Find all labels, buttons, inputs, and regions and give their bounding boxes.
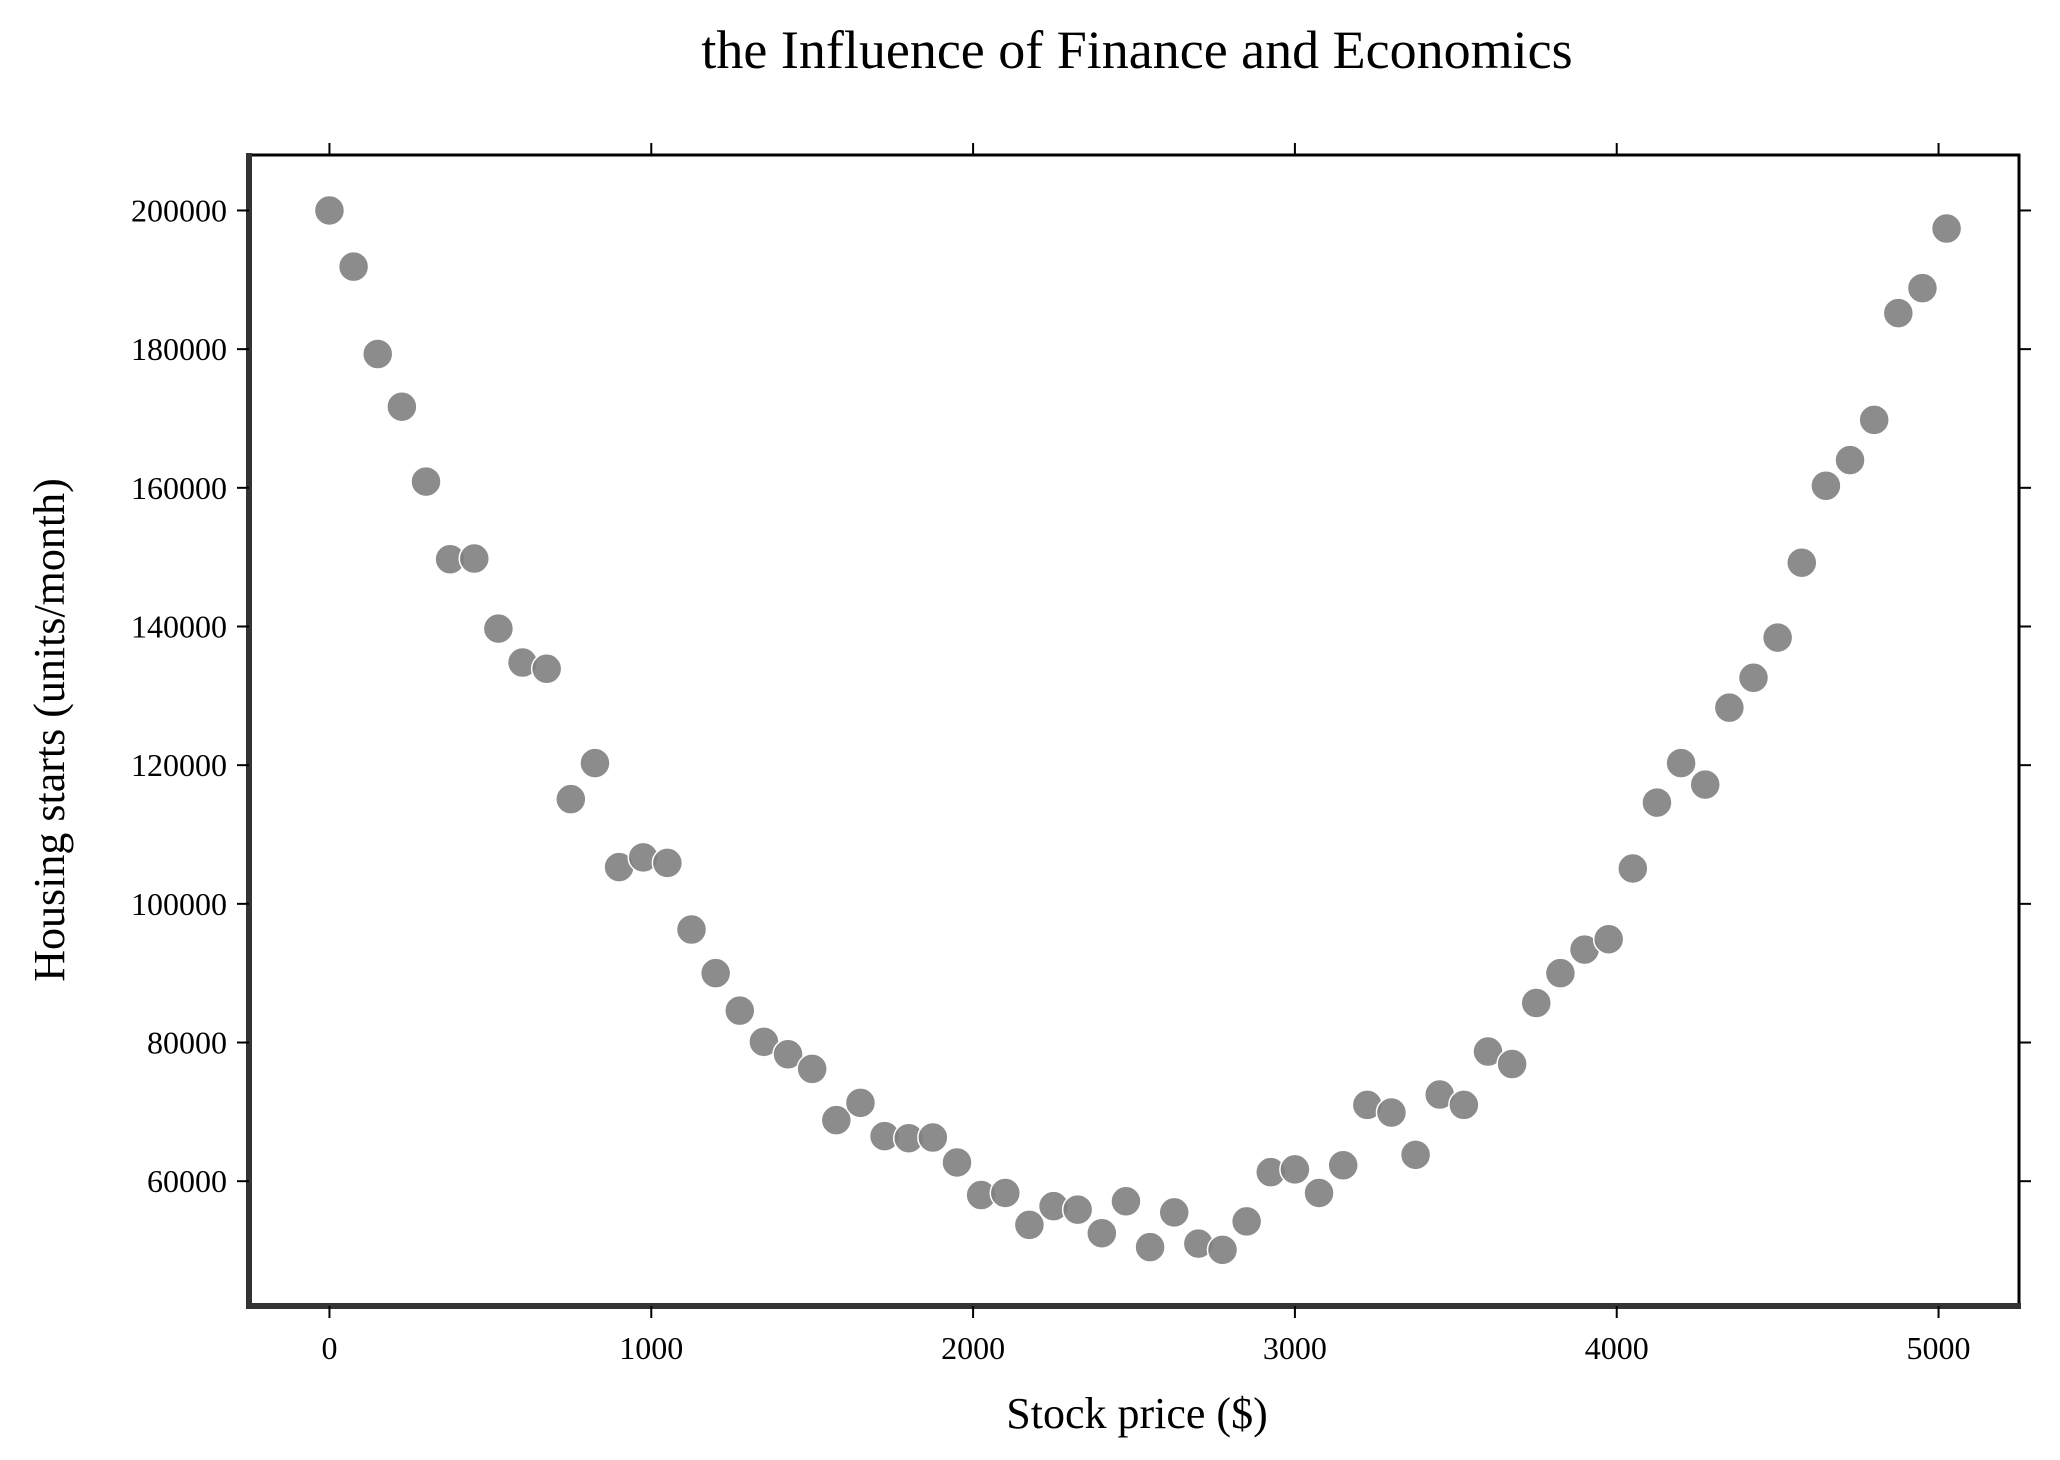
data-point [337,250,370,283]
data-point [1279,1153,1311,1186]
data-point [796,1053,828,1085]
y-tick-label: 60000 [147,1163,227,1199]
data-point [1930,212,1963,245]
data-point [699,957,732,989]
data-point [1158,1196,1190,1229]
data-point [675,913,708,946]
data-point [530,653,563,685]
data-point [1544,957,1577,989]
x-axis-label: Stock price ($) [1006,1389,1267,1438]
y-tick-label: 160000 [131,470,227,506]
data-point [1641,786,1673,819]
data-point [1786,546,1818,579]
data-point [651,847,684,879]
axis-ticks: 0 1000 2000 3000 4000 5000 60000 80000 100000 120… [131,143,2031,1366]
data-point [1882,297,1915,329]
data-point [1906,272,1939,304]
data-point [772,1038,804,1071]
x-tick-label: 2000 [941,1330,1005,1366]
data-point [1303,1177,1335,1209]
data-points [313,194,1963,1266]
plot-frame [247,153,2021,1308]
data-point [410,465,442,498]
data-point [724,994,756,1027]
data-point [458,542,491,575]
data-point [1689,768,1721,801]
data-point [1110,1185,1142,1218]
data-point [579,747,611,779]
data-point [1761,621,1794,654]
data-point [1737,662,1770,694]
data-point [1134,1231,1166,1263]
data-point [1375,1096,1408,1129]
data-point [941,1146,973,1179]
y-tick-label: 100000 [131,886,227,922]
data-point [1810,469,1842,502]
data-point [1858,404,1890,436]
data-point [1496,1048,1528,1080]
x-tick-label: 4000 [1585,1330,1649,1366]
data-point [1520,987,1553,1019]
data-point [1327,1149,1359,1181]
data-point [386,390,418,423]
y-tick-label: 180000 [131,331,227,367]
y-tick-label: 80000 [147,1025,227,1061]
y-tick-label: 140000 [131,608,227,644]
data-point [1617,852,1649,885]
data-point [555,783,587,815]
y-tick-label: 120000 [131,747,227,783]
data-point [1713,691,1746,724]
x-tick-label: 3000 [1263,1330,1327,1366]
data-point [1230,1205,1263,1238]
data-point [361,338,394,370]
data-point [1206,1234,1239,1266]
data-point [820,1104,853,1136]
data-point [1665,747,1697,779]
data-point [844,1087,877,1119]
data-point [1592,923,1625,955]
data-point [1834,444,1866,476]
x-tick-label: 5000 [1907,1330,1971,1366]
x-tick-label: 1000 [619,1330,683,1366]
data-point [313,194,346,227]
chart-title: the Influence of Finance and Economics [701,20,1572,80]
data-point [1086,1217,1118,1249]
x-tick-label: 0 [321,1330,337,1366]
y-axis-label: Housing starts (units/month) [25,478,74,982]
data-point [1061,1193,1094,1226]
data-point [1399,1139,1432,1171]
data-point [482,612,515,645]
plot-area: 0 1000 2000 3000 4000 5000 60000 80000 100000 120… [131,143,2031,1366]
data-point [1448,1089,1480,1121]
data-point [917,1121,949,1154]
data-point [989,1177,1022,1209]
data-point [1013,1209,1046,1241]
y-tick-label: 200000 [131,192,227,228]
